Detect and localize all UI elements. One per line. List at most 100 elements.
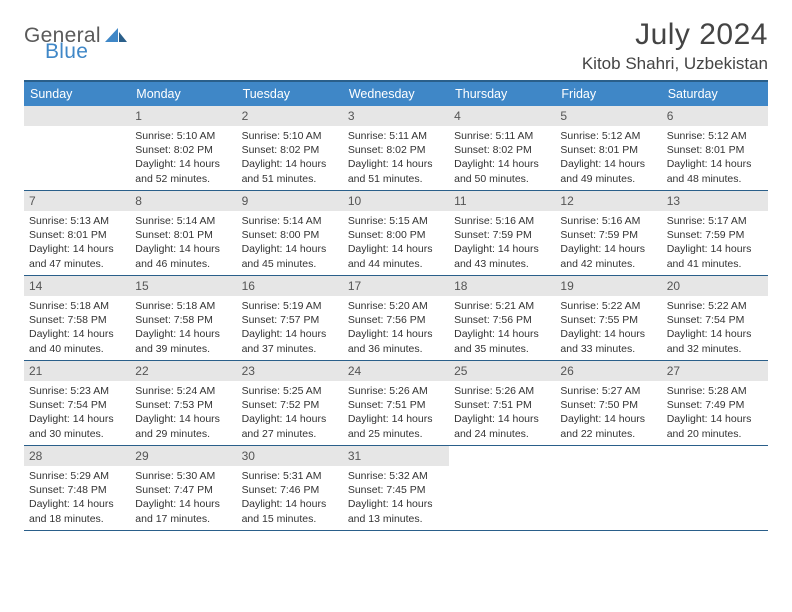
day-number: 11 [449,191,555,211]
sunrise-line: Sunrise: 5:24 AM [135,384,231,398]
day-body: Sunrise: 5:22 AMSunset: 7:55 PMDaylight:… [555,296,661,356]
sunset-line: Sunset: 7:45 PM [348,483,444,497]
sunset-line: Sunset: 8:02 PM [242,143,338,157]
day-number: 27 [662,361,768,381]
day-cell: 6Sunrise: 5:12 AMSunset: 8:01 PMDaylight… [662,106,768,190]
day-number: 29 [130,446,236,466]
day-cell: 10Sunrise: 5:15 AMSunset: 8:00 PMDayligh… [343,191,449,275]
week-row: 7Sunrise: 5:13 AMSunset: 8:01 PMDaylight… [24,191,768,276]
day-cell: 30Sunrise: 5:31 AMSunset: 7:46 PMDayligh… [237,446,343,530]
sunset-line: Sunset: 7:54 PM [667,313,763,327]
day-body: Sunrise: 5:23 AMSunset: 7:54 PMDaylight:… [24,381,130,441]
daylight-line: Daylight: 14 hours and 49 minutes. [560,157,656,185]
day-cell: 9Sunrise: 5:14 AMSunset: 8:00 PMDaylight… [237,191,343,275]
sunrise-line: Sunrise: 5:26 AM [348,384,444,398]
empty-cell [449,446,555,530]
daylight-line: Daylight: 14 hours and 24 minutes. [454,412,550,440]
day-number: 21 [24,361,130,381]
location-label: Kitob Shahri, Uzbekistan [582,54,768,74]
day-body: Sunrise: 5:26 AMSunset: 7:51 PMDaylight:… [343,381,449,441]
sunrise-line: Sunrise: 5:17 AM [667,214,763,228]
day-number [24,106,130,126]
day-number: 31 [343,446,449,466]
dow-wednesday: Wednesday [343,82,449,106]
daylight-line: Daylight: 14 hours and 18 minutes. [29,497,125,525]
day-number: 2 [237,106,343,126]
day-body: Sunrise: 5:28 AMSunset: 7:49 PMDaylight:… [662,381,768,441]
sunset-line: Sunset: 7:55 PM [560,313,656,327]
sunset-line: Sunset: 8:01 PM [135,228,231,242]
day-body: Sunrise: 5:19 AMSunset: 7:57 PMDaylight:… [237,296,343,356]
sunrise-line: Sunrise: 5:19 AM [242,299,338,313]
sunset-line: Sunset: 7:59 PM [454,228,550,242]
day-number: 13 [662,191,768,211]
day-body: Sunrise: 5:15 AMSunset: 8:00 PMDaylight:… [343,211,449,271]
day-number: 5 [555,106,661,126]
week-row: 1Sunrise: 5:10 AMSunset: 8:02 PMDaylight… [24,106,768,191]
daylight-line: Daylight: 14 hours and 47 minutes. [29,242,125,270]
day-body: Sunrise: 5:10 AMSunset: 8:02 PMDaylight:… [130,126,236,186]
daylight-line: Daylight: 14 hours and 37 minutes. [242,327,338,355]
sunset-line: Sunset: 8:02 PM [348,143,444,157]
sunrise-line: Sunrise: 5:13 AM [29,214,125,228]
day-body: Sunrise: 5:18 AMSunset: 7:58 PMDaylight:… [24,296,130,356]
day-body: Sunrise: 5:14 AMSunset: 8:00 PMDaylight:… [237,211,343,271]
sunrise-line: Sunrise: 5:18 AM [29,299,125,313]
day-number: 9 [237,191,343,211]
sunset-line: Sunset: 7:46 PM [242,483,338,497]
week-row: 14Sunrise: 5:18 AMSunset: 7:58 PMDayligh… [24,276,768,361]
day-cell: 28Sunrise: 5:29 AMSunset: 7:48 PMDayligh… [24,446,130,530]
day-body: Sunrise: 5:30 AMSunset: 7:47 PMDaylight:… [130,466,236,526]
day-body: Sunrise: 5:20 AMSunset: 7:56 PMDaylight:… [343,296,449,356]
day-body: Sunrise: 5:25 AMSunset: 7:52 PMDaylight:… [237,381,343,441]
dow-thursday: Thursday [449,82,555,106]
sunset-line: Sunset: 8:02 PM [135,143,231,157]
sunset-line: Sunset: 7:51 PM [348,398,444,412]
day-number: 4 [449,106,555,126]
daylight-line: Daylight: 14 hours and 41 minutes. [667,242,763,270]
day-number: 12 [555,191,661,211]
day-number: 16 [237,276,343,296]
daylight-line: Daylight: 14 hours and 22 minutes. [560,412,656,440]
sunrise-line: Sunrise: 5:15 AM [348,214,444,228]
day-cell: 4Sunrise: 5:11 AMSunset: 8:02 PMDaylight… [449,106,555,190]
sunset-line: Sunset: 7:50 PM [560,398,656,412]
day-cell: 19Sunrise: 5:22 AMSunset: 7:55 PMDayligh… [555,276,661,360]
day-number: 23 [237,361,343,381]
daylight-line: Daylight: 14 hours and 39 minutes. [135,327,231,355]
day-number: 19 [555,276,661,296]
sunset-line: Sunset: 7:48 PM [29,483,125,497]
sunrise-line: Sunrise: 5:31 AM [242,469,338,483]
empty-cell [662,446,768,530]
daylight-line: Daylight: 14 hours and 35 minutes. [454,327,550,355]
day-cell: 26Sunrise: 5:27 AMSunset: 7:50 PMDayligh… [555,361,661,445]
sunset-line: Sunset: 8:02 PM [454,143,550,157]
day-number: 30 [237,446,343,466]
day-body: Sunrise: 5:31 AMSunset: 7:46 PMDaylight:… [237,466,343,526]
day-body: Sunrise: 5:14 AMSunset: 8:01 PMDaylight:… [130,211,236,271]
day-cell: 1Sunrise: 5:10 AMSunset: 8:02 PMDaylight… [130,106,236,190]
day-body: Sunrise: 5:12 AMSunset: 8:01 PMDaylight:… [662,126,768,186]
sunset-line: Sunset: 8:01 PM [29,228,125,242]
day-body: Sunrise: 5:26 AMSunset: 7:51 PMDaylight:… [449,381,555,441]
daylight-line: Daylight: 14 hours and 45 minutes. [242,242,338,270]
day-body: Sunrise: 5:17 AMSunset: 7:59 PMDaylight:… [662,211,768,271]
day-cell: 2Sunrise: 5:10 AMSunset: 8:02 PMDaylight… [237,106,343,190]
sunset-line: Sunset: 7:59 PM [667,228,763,242]
sunrise-line: Sunrise: 5:22 AM [560,299,656,313]
day-cell: 22Sunrise: 5:24 AMSunset: 7:53 PMDayligh… [130,361,236,445]
dow-sunday: Sunday [24,82,130,106]
sunrise-line: Sunrise: 5:29 AM [29,469,125,483]
day-cell: 24Sunrise: 5:26 AMSunset: 7:51 PMDayligh… [343,361,449,445]
day-number: 15 [130,276,236,296]
daylight-line: Daylight: 14 hours and 50 minutes. [454,157,550,185]
sunset-line: Sunset: 8:01 PM [667,143,763,157]
day-body: Sunrise: 5:18 AMSunset: 7:58 PMDaylight:… [130,296,236,356]
daylight-line: Daylight: 14 hours and 32 minutes. [667,327,763,355]
sunset-line: Sunset: 7:57 PM [242,313,338,327]
daylight-line: Daylight: 14 hours and 33 minutes. [560,327,656,355]
sunrise-line: Sunrise: 5:30 AM [135,469,231,483]
day-cell: 3Sunrise: 5:11 AMSunset: 8:02 PMDaylight… [343,106,449,190]
week-row: 28Sunrise: 5:29 AMSunset: 7:48 PMDayligh… [24,446,768,531]
day-body: Sunrise: 5:16 AMSunset: 7:59 PMDaylight:… [449,211,555,271]
